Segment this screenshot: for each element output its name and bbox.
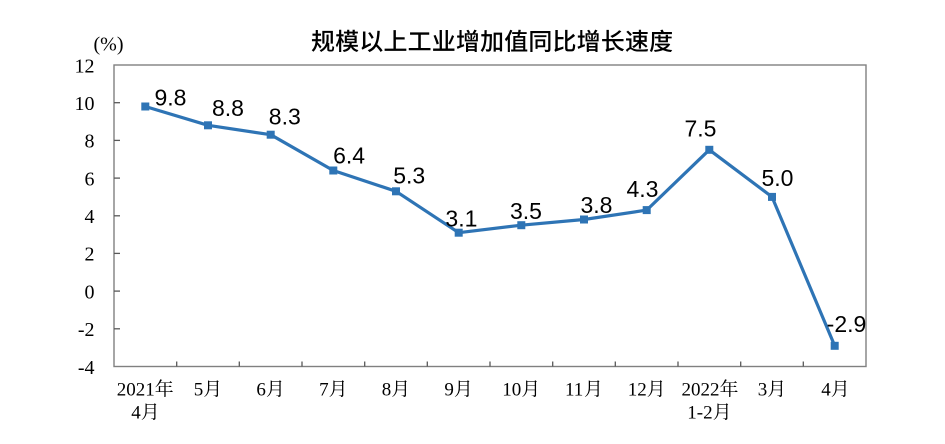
svg-text:3.8: 3.8 (581, 192, 613, 218)
svg-text:9.8: 9.8 (155, 85, 187, 111)
svg-text:3.1: 3.1 (445, 205, 477, 231)
svg-text:9: 9 (444, 380, 454, 401)
svg-text:8.3: 8.3 (269, 103, 301, 129)
svg-text:0: 0 (85, 281, 95, 303)
svg-text:1-2: 1-2 (687, 403, 712, 424)
svg-text:-2: -2 (78, 319, 95, 341)
svg-text:10: 10 (75, 93, 95, 115)
svg-text:2: 2 (85, 244, 95, 266)
svg-text:8: 8 (85, 131, 95, 153)
svg-text:4: 4 (821, 380, 831, 401)
svg-text:12: 12 (75, 55, 95, 77)
svg-text:5.0: 5.0 (762, 165, 794, 191)
svg-text:3.5: 3.5 (510, 198, 542, 224)
svg-text:2022: 2022 (682, 380, 720, 401)
svg-text:10: 10 (502, 380, 521, 401)
svg-text:5.3: 5.3 (393, 163, 425, 189)
svg-text:-2.9: -2.9 (827, 311, 867, 337)
svg-text:6.4: 6.4 (333, 142, 365, 168)
svg-text:12: 12 (628, 380, 647, 401)
svg-text:4: 4 (131, 403, 141, 424)
svg-text:6: 6 (85, 168, 95, 190)
svg-text:3: 3 (758, 380, 768, 401)
svg-text:7.5: 7.5 (685, 116, 717, 142)
svg-text:(%): (%) (94, 34, 124, 56)
svg-text:8: 8 (382, 380, 392, 401)
svg-text:2021: 2021 (117, 380, 155, 401)
svg-text:6: 6 (256, 380, 266, 401)
svg-text:4.3: 4.3 (627, 176, 659, 202)
svg-text:11: 11 (565, 380, 583, 401)
svg-text:5: 5 (194, 380, 204, 401)
svg-text:-4: -4 (78, 357, 95, 379)
svg-text:7: 7 (319, 380, 329, 401)
svg-text:8.8: 8.8 (212, 95, 244, 121)
svg-text:4: 4 (85, 206, 95, 228)
